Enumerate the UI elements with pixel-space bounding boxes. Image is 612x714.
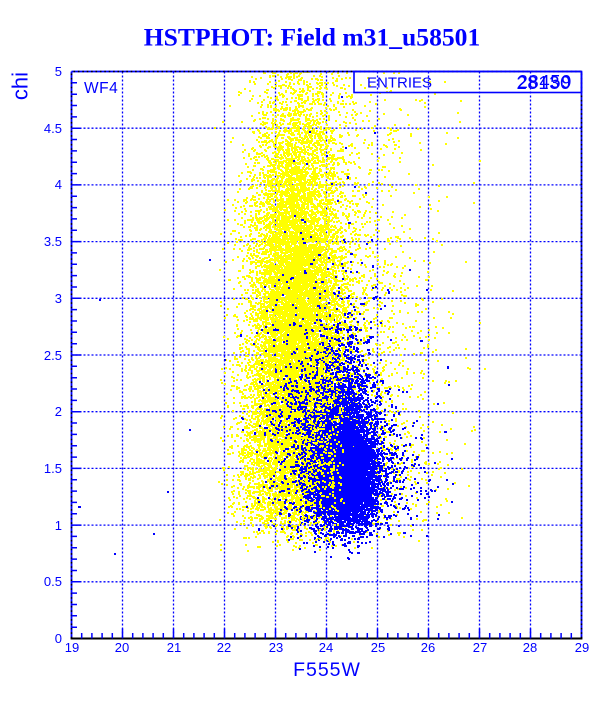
svg-text:chi: chi [8, 72, 33, 100]
svg-text:HSTPHOT: Field m31_u58501: HSTPHOT: Field m31_u58501 [144, 23, 481, 52]
svg-text:21: 21 [167, 640, 181, 655]
svg-text:26: 26 [421, 640, 435, 655]
svg-text:ENTRIES: ENTRIES [367, 75, 432, 92]
svg-text:1.5: 1.5 [44, 461, 62, 476]
svg-text:23: 23 [269, 640, 283, 655]
svg-text:28: 28 [523, 640, 537, 655]
svg-text:4.5: 4.5 [44, 121, 62, 136]
svg-text:19: 19 [65, 640, 79, 655]
svg-text:2.5: 2.5 [44, 348, 62, 363]
svg-text:27: 27 [473, 640, 487, 655]
svg-text:28459: 28459 [518, 71, 572, 92]
svg-text:2: 2 [55, 404, 62, 419]
svg-text:25: 25 [371, 640, 385, 655]
svg-text:5: 5 [55, 64, 62, 79]
svg-text:F555W: F555W [293, 659, 361, 681]
svg-text:22: 22 [217, 640, 231, 655]
svg-text:3: 3 [55, 291, 62, 306]
svg-text:28130: 28130 [517, 72, 571, 93]
svg-text:0.5: 0.5 [44, 574, 62, 589]
svg-text:20: 20 [115, 640, 129, 655]
svg-text:24: 24 [319, 640, 333, 655]
svg-text:3.5: 3.5 [44, 234, 62, 249]
svg-text:1: 1 [55, 518, 62, 533]
svg-text:4: 4 [55, 177, 62, 192]
svg-text:29: 29 [575, 640, 589, 655]
svg-text:0: 0 [55, 631, 62, 646]
svg-text:WF4: WF4 [84, 80, 118, 97]
